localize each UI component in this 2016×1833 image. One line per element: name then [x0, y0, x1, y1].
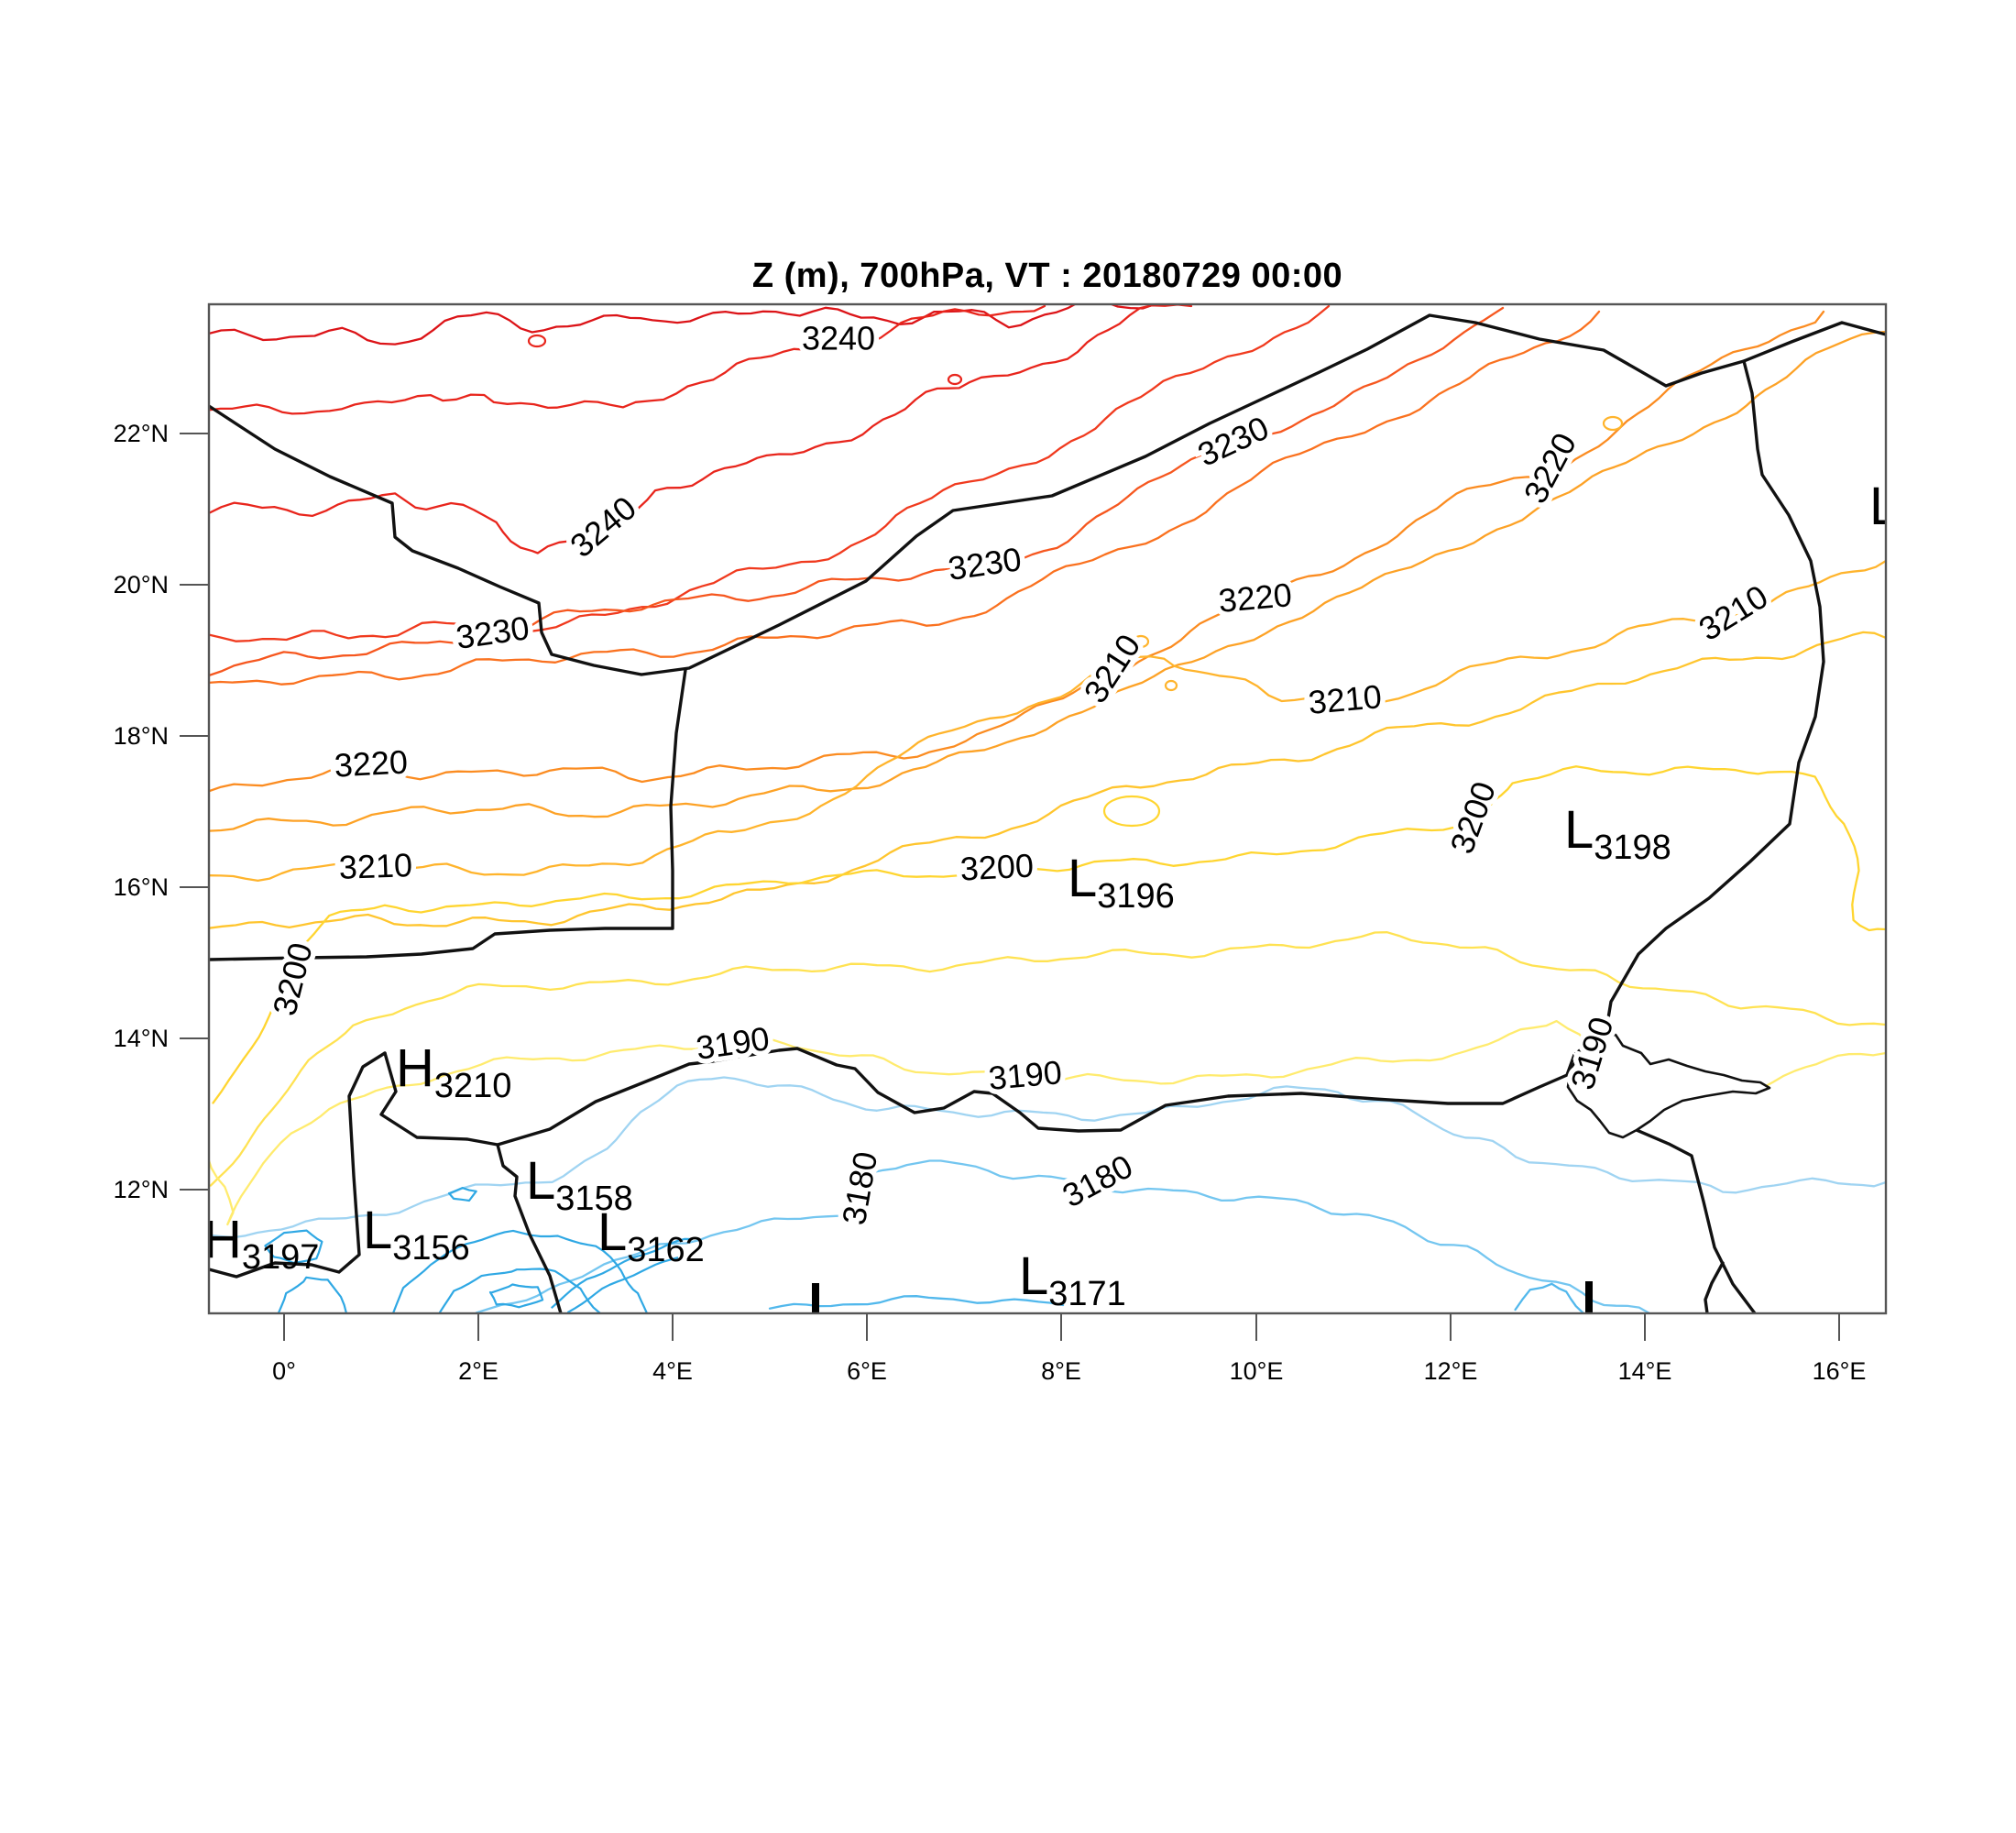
map-interior: 3240 3240 3230 3230 3230 3220 3220 3220 3210 3210… [203, 304, 1899, 1313]
contour-label-3230: 3230 [946, 540, 1024, 587]
country-border [1602, 359, 1825, 1048]
contour-label-3240: 3240 [563, 488, 643, 565]
contour-line-3175 [1514, 1282, 1585, 1313]
y-tick-label: 12°N [114, 1176, 169, 1203]
contour-label-3240: 3240 [802, 320, 875, 357]
x-tick-label: 8°E [1041, 1357, 1081, 1385]
x-tick-label: 14°E [1618, 1357, 1672, 1385]
contour-cluster-blob [447, 1187, 477, 1202]
contour-line-3240 [209, 304, 1046, 415]
contour-cluster-line [566, 1256, 679, 1313]
contour-line-3240 [209, 304, 1193, 554]
contour-speck [1602, 415, 1624, 432]
contour-line-3200 [212, 765, 1886, 1104]
contour-cluster-line [438, 1268, 601, 1313]
contour-cluster-blob [264, 1229, 323, 1264]
contour-line-3245 [209, 304, 1156, 346]
pressure-marker-H3210: H3210 [396, 1038, 511, 1105]
contour-label-3190: 3190 [987, 1053, 1063, 1097]
contour-label-3190: 3190 [694, 1019, 772, 1067]
clipped-pressure-marker [1585, 1281, 1593, 1313]
contour-label-3220: 3220 [334, 742, 409, 784]
x-tick-label: 12°E [1424, 1357, 1478, 1385]
contour-label-3180: 3180 [1057, 1147, 1139, 1214]
pressure-marker-L3196: L3196 [1068, 849, 1175, 916]
y-tick-label: 16°N [114, 873, 169, 901]
map-frame [207, 302, 1888, 1315]
lake-chad-outline [1566, 1033, 1771, 1139]
country-border [209, 1051, 387, 1279]
contour-line-3235 [209, 304, 1331, 642]
contour-label-3230: 3230 [454, 609, 531, 656]
y-tick-label: 20°N [114, 571, 169, 598]
y-tick-label: 18°N [114, 722, 169, 750]
country-border [209, 668, 687, 961]
contour-label-3220: 3220 [1217, 576, 1293, 620]
country-border [209, 313, 1886, 676]
x-tick-label: 16°E [1813, 1357, 1867, 1385]
pressure-marker-L3198: L3198 [1564, 800, 1671, 867]
contour-cluster-blob [488, 1283, 544, 1309]
clipped-pressure-marker [812, 1283, 819, 1313]
country-border [1704, 1261, 1725, 1313]
contour-label-3200: 3200 [266, 938, 320, 1019]
x-tick-label: 10°E [1230, 1357, 1284, 1385]
contour-line-3195 [209, 931, 1886, 1187]
contour-label-3230: 3230 [1192, 409, 1275, 474]
x-tick-label: 2°E [458, 1357, 499, 1385]
contour-label-3210: 3210 [338, 846, 412, 886]
contour-speck [1164, 679, 1178, 692]
contour-cluster-line [277, 1276, 348, 1313]
pressure-marker-L: L [1869, 477, 1899, 536]
pressure-marker-L3156: L3156 [363, 1201, 470, 1268]
contour-line-3220 [209, 310, 1825, 793]
page-title: Z (m), 700hPa, VT : 20180729 00:00 [751, 257, 1343, 295]
contour-line-3215 [209, 330, 1886, 832]
contour-speck [1132, 634, 1150, 649]
pressure-marker-L3171: L3171 [1019, 1246, 1126, 1313]
contour-label-3200: 3200 [959, 846, 1035, 887]
contour-speck [1102, 795, 1161, 828]
contour-cluster-line [392, 1229, 649, 1313]
contour-line-3225 [209, 310, 1601, 686]
contour-line-3230 [209, 306, 1505, 676]
contour-line-3210 [209, 559, 1886, 883]
contour-speck [947, 373, 963, 386]
pressure-marker-L3158: L3158 [526, 1151, 633, 1218]
y-tick-label: 14°N [114, 1025, 169, 1052]
y-tick-label: 22°N [114, 420, 169, 447]
contour-cluster-line [550, 1237, 694, 1310]
x-tick-label: 0° [272, 1357, 296, 1385]
contour-label-3210: 3210 [1307, 677, 1383, 721]
pressure-marker-L3162: L3162 [597, 1202, 705, 1269]
contour-label-3210: 3210 [1693, 577, 1775, 648]
contour-label-3220: 3220 [1516, 427, 1583, 510]
x-tick-label: 4°E [652, 1357, 693, 1385]
x-tick-label: 6°E [847, 1357, 887, 1385]
country-border [379, 1051, 563, 1313]
country-border [496, 1039, 1605, 1147]
country-border [1635, 1128, 1757, 1313]
pressure-marker-H3197: H3197 [203, 1210, 319, 1277]
contour-label-3210: 3210 [1076, 628, 1147, 710]
contour-label-3180: 3180 [835, 1148, 884, 1227]
contour-speck [527, 334, 547, 348]
contour-line-3205 [209, 631, 1886, 929]
contour-label-3200: 3200 [1442, 776, 1503, 858]
